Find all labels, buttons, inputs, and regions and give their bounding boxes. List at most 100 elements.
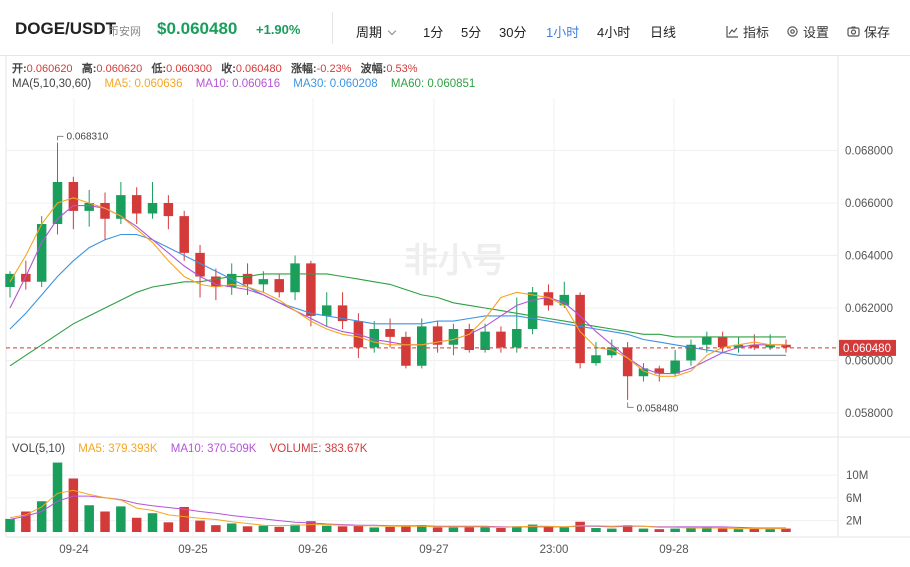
candle-body [559,294,570,306]
vol-legend: VOL(5,10) MA5: 379.393K MA10: 370.509K V… [12,443,377,455]
volume-bar [781,528,791,532]
time-tick-label: 09-26 [298,544,327,556]
volume-bar [226,523,237,532]
volume-bar [575,521,585,532]
candle-body [369,329,379,348]
volume-bar [353,525,364,532]
volume-bar [448,527,459,532]
header-divider [332,12,333,44]
time-tick-label: 23:00 [540,544,569,556]
candle-body [733,344,744,348]
candle-body [654,368,665,374]
interval-4h[interactable]: 4小时 [597,25,631,40]
volume-ma10-line [9,495,786,529]
vol-ma5-legend: MA5: 379.393K [78,443,158,455]
candle-body [686,344,696,361]
candle-body [496,331,506,348]
volume-bar [147,513,158,532]
volume-bar [242,526,253,532]
candle-body [432,326,443,345]
ohlc-readout: 开:0.060620 高:0.060620 低:0.060300 收:0.060… [12,60,418,76]
volume-bar [369,527,379,532]
volume-bar [100,511,110,532]
volume-bar [512,526,522,532]
time-tick-label: 09-24 [59,544,89,556]
amp-value: -0.23% [316,63,352,75]
volume-bar [21,511,31,532]
candle-body [417,326,427,366]
ma30-line [9,233,786,356]
volume-bar [84,505,94,532]
volume-tick-label: 2M [846,516,862,528]
candle-body [116,195,126,219]
amp-label: 涨幅: [290,63,317,75]
wave-label: 波幅: [360,63,387,75]
volume-bar [258,525,269,532]
volume-bar [733,529,744,532]
indicator-button[interactable]: 指标 [726,22,769,41]
close-label: 收: [221,63,236,75]
candle-body [749,344,760,348]
ma60-line [9,273,786,367]
settings-button[interactable]: 设置 [786,22,829,41]
candle-body [448,329,459,345]
volume-legend: VOLUME: 383.67K [269,443,368,455]
volume-bar [480,526,490,532]
candle-body [36,224,47,282]
low-label: 低: [151,63,167,75]
ma5-legend: MA5: 0.060636 [104,78,183,90]
candle-body [131,195,142,214]
time-tick-label: 09-25 [178,544,207,556]
price-tick-label: 0.062000 [845,303,893,315]
volume-tick-label: 10M [846,470,868,482]
volume-bar [496,528,506,532]
volume-bar [749,528,760,532]
volume-bar [543,526,554,532]
volume-bar [591,528,601,532]
volume-tick-label: 6M [846,493,862,505]
current-price: $0.060480 [157,19,238,38]
volume-bar [559,527,570,532]
interval-1m[interactable]: 1分 [423,25,444,40]
candle-body [321,305,332,316]
open-value: 0.060620 [26,63,73,75]
volume-bar [717,528,728,532]
volume-bar [306,521,316,532]
volume-bar [670,528,680,532]
interval-30m[interactable]: 30分 [499,25,527,40]
vol-legend-title: VOL(5,10) [12,443,66,455]
close-value: 0.060480 [235,63,282,75]
time-tick-label: 09-27 [419,544,448,556]
save-label: 保存 [864,25,891,40]
volume-bar [702,526,712,532]
candle-body [163,203,174,217]
candle-body [575,294,585,364]
ma-legend-title: MA(5,10,30,60) [12,78,92,90]
open-label: 开: [12,63,27,75]
interval-5m[interactable]: 5分 [461,25,482,40]
volume-bar [638,528,649,532]
volume-bar [274,526,284,532]
interval-1h[interactable]: 1小时 [546,25,580,40]
last-price-tag-label: 0.060480 [843,343,891,355]
interval-1d[interactable]: 日线 [650,25,677,40]
gear-icon [787,26,798,37]
candle-body [765,344,775,348]
settings-label: 设置 [803,25,830,40]
watermark-logo: 非小号 [404,241,506,281]
volume-bar [36,501,47,532]
candle-body [337,305,348,322]
candle-body [84,203,94,211]
price-tick-label: 0.060000 [845,356,893,368]
volume-bar [686,528,696,532]
candle-body [717,336,728,348]
candle-body [306,263,316,316]
header-bar: DOGE/USDT 币安网 $0.060480 +1.90% 周期 1分 5分 … [0,0,910,56]
candle-body [638,368,649,377]
ma-legend: MA(5,10,30,60) MA5: 0.060636 MA10: 0.060… [12,78,485,90]
period-dropdown[interactable]: 周期 [356,22,397,41]
save-button[interactable]: 保存 [847,22,890,41]
candle-body [274,279,284,293]
vol-ma10-legend: MA10: 370.509K [170,443,257,455]
